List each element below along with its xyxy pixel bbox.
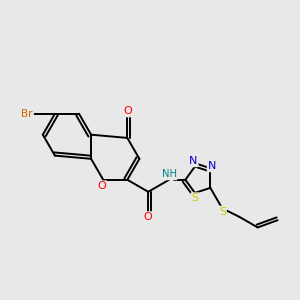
Text: S: S — [191, 193, 199, 203]
Text: O: O — [123, 106, 132, 116]
Text: N: N — [189, 156, 198, 166]
Text: NH: NH — [162, 169, 177, 179]
Text: S: S — [219, 206, 226, 217]
Text: O: O — [97, 181, 106, 191]
Text: Br: Br — [22, 109, 33, 119]
Text: O: O — [144, 212, 153, 222]
Text: N: N — [208, 161, 216, 171]
